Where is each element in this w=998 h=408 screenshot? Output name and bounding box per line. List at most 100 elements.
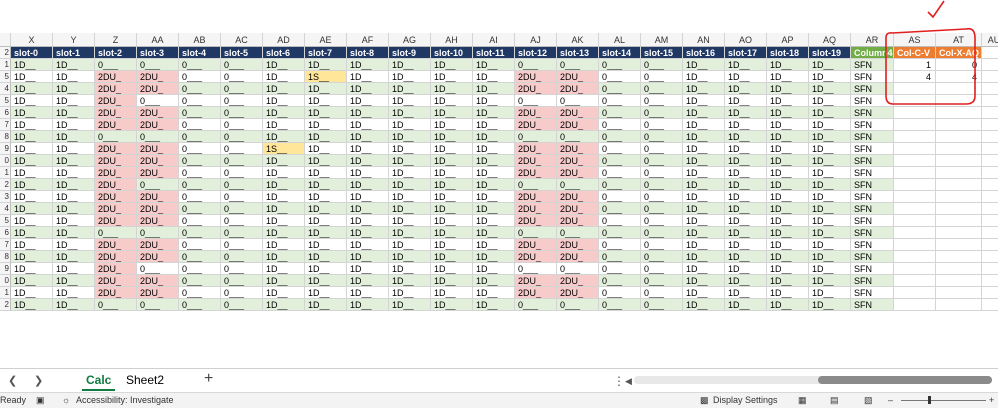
grid-cell[interactable]: 1D__ — [809, 83, 851, 95]
grid-cell[interactable]: SFN — [851, 167, 894, 179]
grid-cell[interactable]: 1D__ — [431, 83, 473, 95]
grid-cell[interactable]: 0___ — [137, 299, 179, 311]
grid-cell[interactable] — [982, 59, 998, 71]
grid-cell[interactable]: 1D__ — [767, 275, 809, 287]
grid-cell[interactable]: 0___ — [179, 143, 221, 155]
grid-cell[interactable]: 0___ — [641, 287, 683, 299]
grid-cell[interactable]: 0___ — [515, 131, 557, 143]
grid-cell[interactable]: 0___ — [641, 275, 683, 287]
grid-cell[interactable] — [982, 95, 998, 107]
row-header[interactable]: 5 — [0, 215, 11, 227]
more-vertical-icon[interactable]: ⋮ — [613, 374, 625, 388]
row-header[interactable]: 4 — [0, 83, 11, 95]
grid-cell[interactable]: 2DU_ — [95, 251, 137, 263]
grid-cell[interactable]: 0___ — [179, 119, 221, 131]
grid-cell[interactable]: 1D__ — [53, 275, 95, 287]
grid-cell[interactable]: 1D__ — [347, 287, 389, 299]
grid-cell[interactable]: 1D__ — [431, 239, 473, 251]
grid-cell[interactable]: 1D__ — [305, 167, 347, 179]
grid-cell[interactable]: 1D__ — [683, 203, 725, 215]
grid-cell[interactable]: 1D__ — [473, 191, 515, 203]
grid-cell[interactable]: 1D__ — [347, 59, 389, 71]
grid-cell[interactable]: 0___ — [221, 155, 263, 167]
grid-cell[interactable]: 0___ — [641, 179, 683, 191]
column-header-aq[interactable]: AQ — [809, 33, 851, 47]
header-cell[interactable]: slot-12 — [515, 47, 557, 59]
grid-cell[interactable]: 1D__ — [389, 155, 431, 167]
grid-cell[interactable] — [982, 299, 998, 311]
grid-cell[interactable]: 1D__ — [305, 203, 347, 215]
grid-cell[interactable]: 1D__ — [11, 59, 53, 71]
grid-cell[interactable]: 1D__ — [305, 191, 347, 203]
grid-cell[interactable]: 1D__ — [683, 95, 725, 107]
grid-cell[interactable]: 1D__ — [809, 251, 851, 263]
grid-cell[interactable]: 1D__ — [305, 287, 347, 299]
next-sheet-icon[interactable]: ❯ — [34, 375, 44, 387]
grid-cell[interactable]: 1D__ — [263, 227, 305, 239]
header-cell[interactable]: slot-7 — [305, 47, 347, 59]
grid-cell[interactable]: 1D__ — [809, 203, 851, 215]
grid-cell[interactable] — [936, 95, 982, 107]
grid-cell[interactable]: 1D__ — [767, 119, 809, 131]
grid-cell[interactable]: 1D__ — [683, 215, 725, 227]
grid-cell[interactable]: 1D__ — [431, 251, 473, 263]
grid-cell[interactable]: 1D__ — [263, 287, 305, 299]
grid-cell[interactable]: 2DU_ — [557, 275, 599, 287]
grid-cell[interactable]: 2DU_ — [137, 83, 179, 95]
row-header[interactable]: 7 — [0, 119, 11, 131]
grid-cell[interactable]: 0___ — [599, 203, 641, 215]
grid-cell[interactable]: 1D__ — [263, 83, 305, 95]
grid-cell[interactable]: 1D__ — [683, 191, 725, 203]
grid-cell[interactable]: 1D__ — [725, 251, 767, 263]
header-cell[interactable]: slot-6 — [263, 47, 305, 59]
zoom-slider[interactable] — [901, 400, 986, 401]
grid-cell[interactable] — [936, 167, 982, 179]
grid-cell[interactable] — [936, 131, 982, 143]
column-header-y[interactable]: Y — [53, 33, 95, 47]
grid-cell[interactable]: 0___ — [221, 275, 263, 287]
grid-cell[interactable]: 1D__ — [683, 119, 725, 131]
grid-cell[interactable]: 1D__ — [473, 263, 515, 275]
grid-cell[interactable]: 1D__ — [809, 263, 851, 275]
row-header[interactable]: 3 — [0, 191, 11, 203]
grid-cell[interactable]: 0___ — [599, 143, 641, 155]
grid-cell[interactable]: SFN — [851, 251, 894, 263]
grid-cell[interactable]: 1D__ — [809, 119, 851, 131]
grid-cell[interactable]: 0___ — [95, 59, 137, 71]
grid-cell[interactable]: 0___ — [221, 167, 263, 179]
macro-record-icon[interactable]: ▣ — [36, 395, 45, 405]
grid-cell[interactable]: 0___ — [599, 131, 641, 143]
grid-cell[interactable]: 0___ — [599, 95, 641, 107]
grid-cell[interactable]: 0___ — [641, 263, 683, 275]
grid-cell[interactable] — [982, 143, 998, 155]
grid-cell[interactable] — [894, 167, 936, 179]
row-header[interactable]: 1 — [0, 167, 11, 179]
grid-cell[interactable]: 1D__ — [305, 179, 347, 191]
grid-cell[interactable]: 2DU_ — [557, 107, 599, 119]
grid-cell[interactable] — [936, 287, 982, 299]
grid-cell[interactable]: 1D__ — [767, 263, 809, 275]
grid-cell[interactable]: 1D__ — [347, 263, 389, 275]
grid-cell[interactable]: 1D__ — [389, 59, 431, 71]
grid-cell[interactable]: 2DU_ — [137, 275, 179, 287]
grid-cell[interactable]: 1D__ — [53, 131, 95, 143]
grid-cell[interactable]: 2DU_ — [557, 83, 599, 95]
grid-cell[interactable]: 0___ — [557, 179, 599, 191]
grid-cell[interactable]: 1D__ — [431, 215, 473, 227]
grid-cell[interactable]: 1D__ — [263, 215, 305, 227]
grid-cell[interactable] — [936, 239, 982, 251]
grid-cell[interactable]: 0___ — [599, 227, 641, 239]
grid-cell[interactable]: 1D__ — [767, 167, 809, 179]
grid-cell[interactable]: 1D__ — [347, 299, 389, 311]
grid-cell[interactable]: 0___ — [599, 287, 641, 299]
row-header[interactable]: 8 — [0, 131, 11, 143]
grid-cell[interactable]: 1D__ — [725, 155, 767, 167]
grid-cell[interactable]: 1D__ — [389, 203, 431, 215]
grid-cell[interactable] — [982, 263, 998, 275]
grid-cell[interactable]: 1D__ — [683, 143, 725, 155]
grid-cell[interactable]: 0___ — [557, 299, 599, 311]
grid-cell[interactable]: 1D__ — [389, 299, 431, 311]
zoom-slider-thumb[interactable] — [928, 396, 931, 404]
grid-cell[interactable] — [936, 203, 982, 215]
row-header[interactable]: 2 — [0, 299, 11, 311]
